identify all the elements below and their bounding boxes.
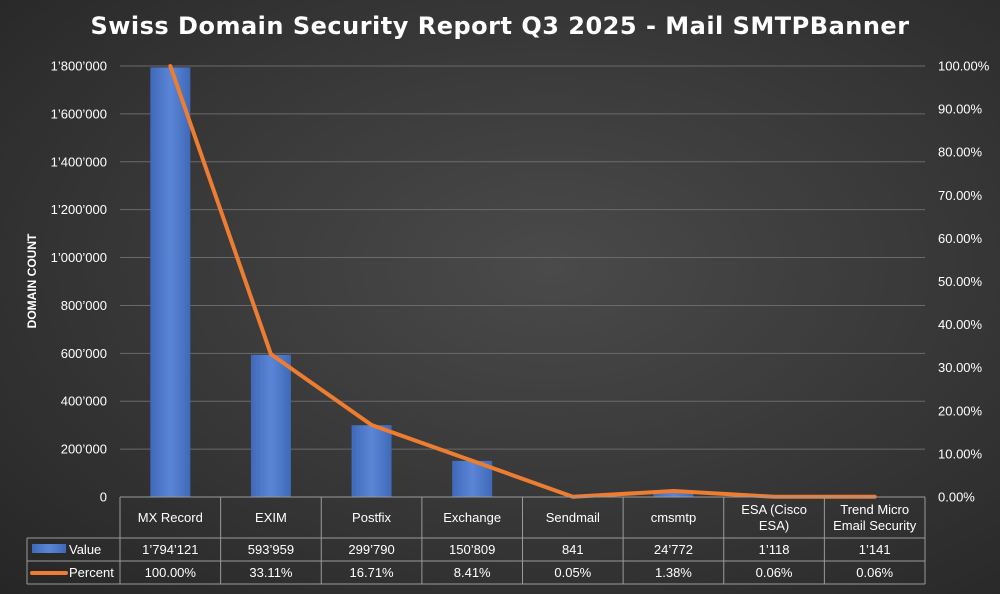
category-label: Exchange xyxy=(443,510,501,525)
percent-cell: 33.11% xyxy=(249,565,293,580)
y-tick-label: 200’000 xyxy=(61,442,107,457)
value-cell: 593’959 xyxy=(248,542,294,557)
category-label: Postfix xyxy=(352,510,392,525)
bar-series xyxy=(150,67,895,498)
data-table: MX Record EXIM Postfix Exchange Sendmail cmsm… xyxy=(26,496,926,585)
category-label: Email Security xyxy=(833,518,917,533)
bar xyxy=(250,354,291,497)
y2-tick-label: 80.00% xyxy=(938,145,983,160)
value-cell: 24’772 xyxy=(654,542,693,557)
y-tick-label: 0 xyxy=(100,490,107,505)
value-cell: 841 xyxy=(562,542,584,557)
y2-tick-label: 50.00% xyxy=(938,274,983,289)
percent-cell: 100.00% xyxy=(145,565,197,580)
chart-title: Swiss Domain Security Report Q3 2025 - M… xyxy=(90,12,910,40)
gridlines xyxy=(120,65,925,450)
percent-line xyxy=(168,64,877,499)
line-series xyxy=(168,64,877,499)
value-cell: 299’790 xyxy=(348,542,394,557)
percent-cell: 16.71% xyxy=(350,565,395,580)
category-label: cmsmtp xyxy=(651,510,697,525)
legend-label-value: Value xyxy=(69,542,101,557)
y-tick-label: 1’400’000 xyxy=(51,154,107,169)
y2-tick-label: 0.00% xyxy=(938,490,975,505)
legend-key-value xyxy=(32,544,66,553)
y2-tick-label: 100.00% xyxy=(938,59,990,74)
y-tick-label: 1’000’000 xyxy=(51,250,107,265)
y2-tick-label: 60.00% xyxy=(938,231,983,246)
percent-cell: 0.06% xyxy=(856,565,893,580)
value-cell: 1’118 xyxy=(759,542,790,557)
bar xyxy=(351,425,392,497)
y-axis-left: 0 200’000 400’000 600’000 800’000 1’000’000 1’… xyxy=(51,59,107,505)
value-cell: 1’794’121 xyxy=(142,542,198,557)
category-label: ESA) xyxy=(759,518,789,533)
category-label: Sendmail xyxy=(546,510,600,525)
value-cell: 1’141 xyxy=(859,542,891,557)
percent-cell: 0.06% xyxy=(756,565,793,580)
legend-label-percent: Percent xyxy=(69,565,114,580)
value-cell: 150’809 xyxy=(449,542,495,557)
y-axis-right: 0.00% 10.00% 20.00% 30.00% 40.00% 50.00% 60.00… xyxy=(938,59,990,505)
category-label: ESA (Cisco xyxy=(741,502,807,517)
y2-tick-label: 40.00% xyxy=(938,317,983,332)
y2-tick-label: 90.00% xyxy=(938,102,983,117)
y-tick-label: 1’200’000 xyxy=(51,202,107,217)
y-tick-label: 1’600’000 xyxy=(51,106,107,121)
y-tick-label: 800’000 xyxy=(61,298,107,313)
y2-tick-label: 70.00% xyxy=(938,188,983,203)
y-tick-label: 400’000 xyxy=(61,394,107,409)
category-label: EXIM xyxy=(255,510,287,525)
y-tick-label: 600’000 xyxy=(61,346,107,361)
y2-tick-label: 20.00% xyxy=(938,403,983,418)
y2-tick-label: 10.00% xyxy=(938,446,983,461)
percent-cell: 0.05% xyxy=(554,565,591,580)
bar xyxy=(653,491,694,497)
category-label: Trend Micro xyxy=(840,502,909,517)
percent-cell: 8.41% xyxy=(454,565,491,580)
y-tick-label: 1’800’000 xyxy=(51,59,107,74)
y2-tick-label: 30.00% xyxy=(938,360,983,375)
y-axis-title: DOMAIN COUNT xyxy=(25,233,39,328)
bar xyxy=(150,67,191,498)
percent-cell: 1.38% xyxy=(655,565,692,580)
category-label: MX Record xyxy=(138,510,203,525)
